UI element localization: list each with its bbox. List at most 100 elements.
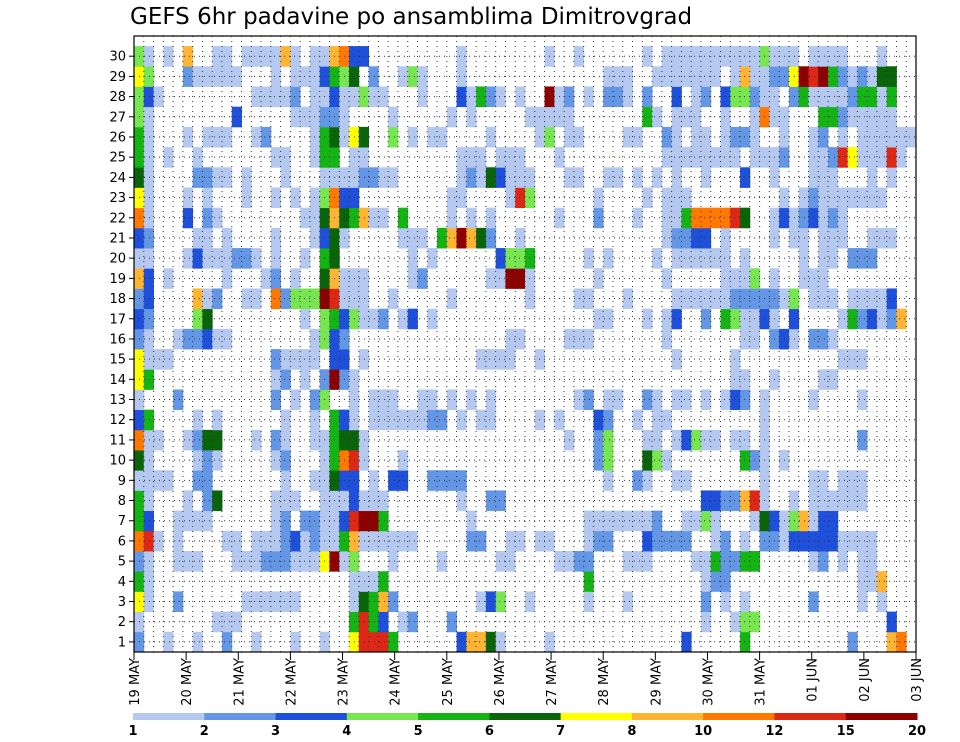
- colorbar-label: 20: [908, 724, 926, 739]
- x-tick-label: 19 MAY: [128, 658, 143, 706]
- precip-cell: [740, 167, 751, 188]
- precip-cell: [202, 470, 213, 491]
- precip-cell: [525, 268, 536, 289]
- precip-cell: [495, 349, 506, 370]
- y-tick-label: 11: [109, 433, 126, 448]
- precip-cell: [485, 207, 497, 229]
- precip-cell: [388, 126, 399, 148]
- colorbar-label: 2: [200, 724, 209, 739]
- colorbar-legend: 1 2 3 4 5 6 7 8 10 12 15 20: [128, 713, 926, 739]
- precip-cell: [407, 308, 418, 330]
- precip-cell: [202, 207, 213, 229]
- precip-cell: [221, 611, 233, 633]
- precip-cell: [163, 268, 174, 289]
- precip-cell: [642, 551, 653, 572]
- precip-cell: [456, 470, 467, 491]
- precip-cell: [192, 66, 203, 87]
- precip-cell: [847, 106, 858, 128]
- precip-cell: [221, 66, 233, 87]
- precip-cell: [661, 227, 673, 249]
- precip-cell: [720, 46, 731, 67]
- y-tick-label: 24: [109, 171, 126, 186]
- precip-cell: [652, 248, 663, 269]
- precip-cell: [505, 328, 516, 350]
- precip-cell: [290, 187, 301, 209]
- precip-cell: [173, 510, 184, 532]
- precip-cell: [212, 409, 223, 431]
- precip-cell: [681, 288, 692, 310]
- precip-cell: [876, 288, 888, 310]
- precip-cell: [857, 389, 868, 411]
- precip-cell: [681, 147, 692, 168]
- precip-cell: [691, 510, 702, 532]
- precip-cell: [368, 631, 379, 653]
- precip-cell: [661, 409, 673, 431]
- precip-cell: [173, 328, 184, 350]
- precip-cell: [515, 187, 526, 209]
- precip-cell: [700, 510, 712, 532]
- precip-cell: [388, 106, 399, 128]
- precip-cell: [212, 611, 223, 633]
- precip-cell: [671, 429, 682, 451]
- precip-cell: [397, 308, 409, 330]
- precip-cell: [358, 207, 370, 229]
- precip-cell: [583, 510, 594, 532]
- colorbar-swatch: [275, 713, 348, 720]
- precip-cell: [407, 227, 418, 249]
- precip-cell: [828, 167, 839, 188]
- precip-cell: [828, 106, 839, 128]
- precip-cell: [818, 187, 829, 209]
- precip-cell: [740, 328, 751, 350]
- precip-cell: [466, 530, 477, 552]
- precip-cell: [876, 187, 888, 209]
- precip-cell: [378, 591, 389, 613]
- precip-cell: [388, 409, 399, 431]
- precip-cell: [691, 248, 702, 269]
- precip-cell: [212, 288, 223, 310]
- precip-cell: [280, 510, 291, 532]
- precip-cell: [368, 490, 379, 512]
- precip-cell: [417, 409, 428, 431]
- precip-cell: [691, 46, 702, 67]
- precip-cell: [857, 126, 868, 148]
- precip-cell: [857, 429, 868, 451]
- precip-cell: [740, 530, 751, 552]
- precip-cell: [407, 611, 418, 633]
- colorbar-swatch: [133, 713, 205, 720]
- precip-cell: [505, 551, 516, 572]
- precip-cell: [818, 248, 829, 269]
- precip-cell: [603, 66, 614, 87]
- precip-cell: [593, 308, 604, 330]
- precip-cell: [652, 530, 663, 552]
- precip-cell: [632, 510, 643, 532]
- precip-cell: [143, 86, 154, 108]
- precip-cell: [847, 530, 858, 552]
- precip-cell: [808, 389, 819, 411]
- precip-cell: [886, 147, 897, 168]
- precip-cell: [280, 86, 291, 108]
- precip-cell: [163, 470, 174, 491]
- precip-cell: [143, 530, 154, 552]
- precip-cell: [153, 530, 164, 552]
- precip-cell: [143, 591, 154, 613]
- colorbar-swatch: [845, 713, 918, 720]
- y-tick-label: 3: [118, 595, 126, 610]
- precip-cell: [300, 207, 311, 229]
- precip-cell: [867, 227, 878, 249]
- precip-cell: [221, 268, 233, 289]
- precip-cell: [378, 167, 389, 188]
- precip-cell: [378, 389, 389, 411]
- precip-cell: [515, 248, 526, 269]
- precip-cell: [221, 530, 233, 552]
- precip-cell: [300, 510, 311, 532]
- precip-cell: [261, 46, 272, 67]
- precip-cell: [700, 611, 712, 633]
- precip-cell: [818, 268, 829, 289]
- precip-cell: [896, 147, 907, 168]
- precip-cell: [485, 389, 497, 411]
- precip-cell: [280, 167, 291, 188]
- precip-cell: [143, 450, 154, 471]
- precip-cell: [671, 530, 682, 552]
- precip-cell: [241, 187, 252, 209]
- precip-cell: [603, 389, 614, 411]
